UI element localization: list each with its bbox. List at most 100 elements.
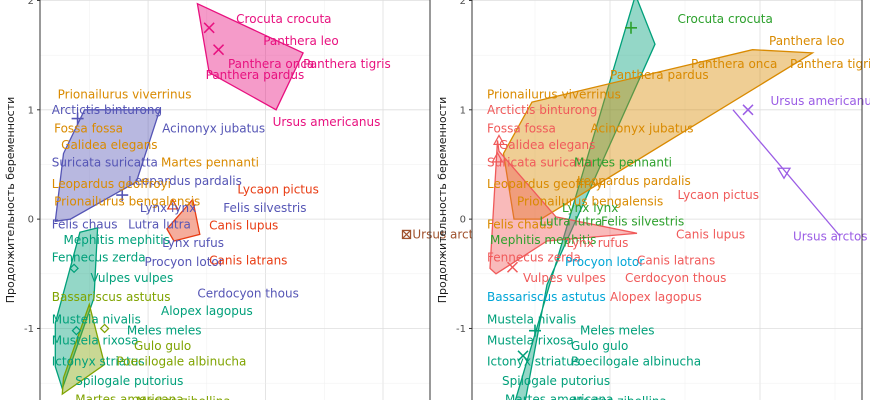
species-label: Vulpes vulpes bbox=[523, 271, 606, 285]
species-label: Ursus arctos bbox=[793, 230, 868, 244]
species-label: Bassariscus astutus bbox=[52, 290, 171, 304]
y-axis-title: Продолжительность беременности bbox=[4, 97, 17, 304]
species-label: Ursus arctos bbox=[412, 227, 487, 241]
plus-marker bbox=[625, 21, 637, 34]
species-label: Lutra lutra bbox=[540, 214, 603, 228]
species-label: Lynx rufus bbox=[567, 236, 629, 250]
species-label: Lynx lynx bbox=[140, 201, 196, 215]
species-label: Procyon lotor bbox=[145, 255, 224, 269]
x-marker bbox=[506, 261, 519, 273]
species-label: Canis lupus bbox=[676, 227, 745, 241]
y-tick-label: 2 bbox=[460, 0, 466, 7]
species-label: Prionailurus viverrinus bbox=[487, 87, 621, 101]
group-hull-orange bbox=[502, 49, 815, 220]
species-label: Ictonyx striatus bbox=[487, 354, 580, 368]
species-label: Galidea elegans bbox=[499, 138, 595, 152]
species-label: Leopardus pardalis bbox=[577, 174, 691, 188]
species-label: Ursus americanus bbox=[273, 115, 381, 129]
group-hull-olive bbox=[61, 302, 106, 396]
species-label: Ictonyx striatus bbox=[52, 354, 145, 368]
species-label: Leopardus geoffroyi bbox=[52, 177, 171, 191]
y-tick-label: 1 bbox=[460, 105, 466, 116]
species-label: Canis latrans bbox=[637, 254, 715, 268]
species-label: Martes zibellina bbox=[136, 395, 230, 400]
species-label: Crocuta crocuta bbox=[678, 12, 773, 26]
species-label: Meles meles bbox=[580, 324, 655, 338]
species-label: Canis lupus bbox=[209, 219, 278, 233]
box-x-cross bbox=[402, 230, 411, 239]
species-label: Alopex lagopus bbox=[610, 290, 702, 304]
species-label: Crocuta crocuta bbox=[236, 12, 331, 26]
species-label: Panthera tigris bbox=[303, 57, 391, 71]
plus-marker bbox=[116, 189, 129, 202]
group-hull-slate bbox=[54, 109, 161, 223]
species-label: Mustela nivalis bbox=[52, 313, 141, 327]
box-x-marker bbox=[401, 229, 412, 240]
species-label: Felis chaus bbox=[487, 218, 553, 232]
triangle-down-marker bbox=[776, 167, 792, 180]
species-label: Panthera tigris bbox=[790, 57, 870, 71]
y-tick-label: 0 bbox=[460, 215, 466, 226]
plot-frame bbox=[39, 0, 431, 400]
species-label: Lutra lutra bbox=[128, 218, 191, 232]
species-label: Spilogale putorius bbox=[75, 374, 183, 388]
species-label: Martes pennanti bbox=[161, 155, 259, 169]
species-label: Lynx rufus bbox=[162, 236, 224, 250]
group-hull-red bbox=[166, 198, 201, 242]
plus-marker bbox=[529, 324, 541, 337]
panel-right: Crocuta crocuta Panthera leo Panthera onca… bbox=[436, 0, 870, 400]
species-label: Poecilogale albinucha bbox=[116, 354, 246, 368]
species-label: Prionailurus bengalensis bbox=[54, 195, 200, 209]
species-label: Galidea elegans bbox=[61, 138, 157, 152]
species-label: Gulo gulo bbox=[571, 339, 628, 353]
species-label: Martes zibellina bbox=[573, 395, 667, 400]
x-marker bbox=[203, 22, 215, 34]
species-label: Felis silvestris bbox=[601, 214, 684, 228]
species-label: Lynx lynx bbox=[562, 201, 618, 215]
y-axis-title: Продолжительность беременности bbox=[436, 97, 449, 304]
species-label: Panthera onca bbox=[691, 57, 777, 71]
species-label: Cerdocyon thous bbox=[197, 286, 298, 300]
plot-frame bbox=[471, 0, 863, 400]
species-label: Lycaon pictus bbox=[678, 188, 760, 202]
species-label: Acinonyx jubatus bbox=[162, 121, 265, 135]
species-label: Felis silvestris bbox=[223, 201, 306, 215]
species-label: Acinonyx jubatus bbox=[591, 121, 694, 135]
triangle-marker bbox=[491, 151, 504, 163]
species-label: Lycaon pictus bbox=[237, 183, 319, 197]
species-label: Panthera leo bbox=[263, 34, 339, 48]
species-label: Arctictis binturong bbox=[487, 103, 597, 117]
species-label: Felis chaus bbox=[52, 218, 118, 232]
y-tick-label: -1 bbox=[24, 324, 34, 335]
species-label: Suricata suricatta bbox=[487, 155, 593, 169]
group-hull-salmon bbox=[489, 140, 638, 275]
species-label: Leopardus geoffroyi bbox=[487, 177, 606, 191]
species-label: Cerdocyon thous bbox=[625, 271, 726, 285]
species-label: Mephitis mephitis bbox=[63, 233, 169, 247]
species-label: Alopex lagopus bbox=[161, 304, 253, 318]
species-label: Martes pennanti bbox=[574, 155, 672, 169]
species-label: Panthera onca bbox=[228, 57, 314, 71]
species-label: Martes americana bbox=[75, 393, 183, 400]
y-tick-label: 2 bbox=[28, 0, 34, 7]
species-label: Fennecus zerda bbox=[52, 250, 146, 264]
panel-left: Crocuta crocuta Panthera leo Panthera onca… bbox=[4, 0, 487, 400]
species-label: Bassariscus astutus bbox=[487, 290, 606, 304]
species-label: Fossa fossa bbox=[54, 121, 123, 135]
triangle-marker bbox=[492, 134, 506, 146]
species-label: Spilogale putorius bbox=[502, 374, 610, 388]
species-label: Fennecus zerda bbox=[487, 250, 581, 264]
species-label: Gulo gulo bbox=[134, 339, 191, 353]
species-label: Ursus americanus bbox=[771, 94, 870, 108]
y-tick-label: 1 bbox=[28, 105, 34, 116]
x-marker bbox=[213, 44, 225, 56]
y-tick-label: -1 bbox=[456, 324, 466, 335]
species-label: Leopardus pardalis bbox=[128, 174, 242, 188]
species-label: Prionailurus bengalensis bbox=[517, 195, 663, 209]
species-label: Panthera leo bbox=[769, 34, 845, 48]
species-label: Canis latrans bbox=[209, 254, 287, 268]
species-label: Panthera pardus bbox=[206, 68, 305, 82]
species-label: Arctictis binturong bbox=[52, 103, 162, 117]
species-label: Fossa fossa bbox=[487, 121, 556, 135]
